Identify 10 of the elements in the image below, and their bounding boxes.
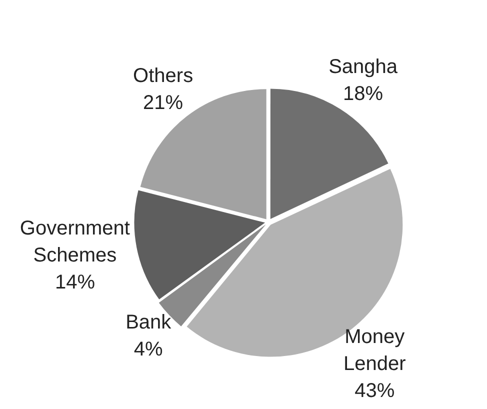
slice-label: Others <box>133 65 194 88</box>
data-label: 18% <box>343 83 384 106</box>
data-label: 14% <box>54 271 96 294</box>
data-label: 4% <box>134 338 164 360</box>
data-label: 21% <box>143 92 184 114</box>
slice-label: Sangha <box>328 56 398 78</box>
slice-label: Money Lender <box>343 326 406 376</box>
data-label: 43% <box>354 380 395 402</box>
slice-label: Government Schemes <box>20 217 130 266</box>
slice-label: Bank <box>126 311 172 334</box>
